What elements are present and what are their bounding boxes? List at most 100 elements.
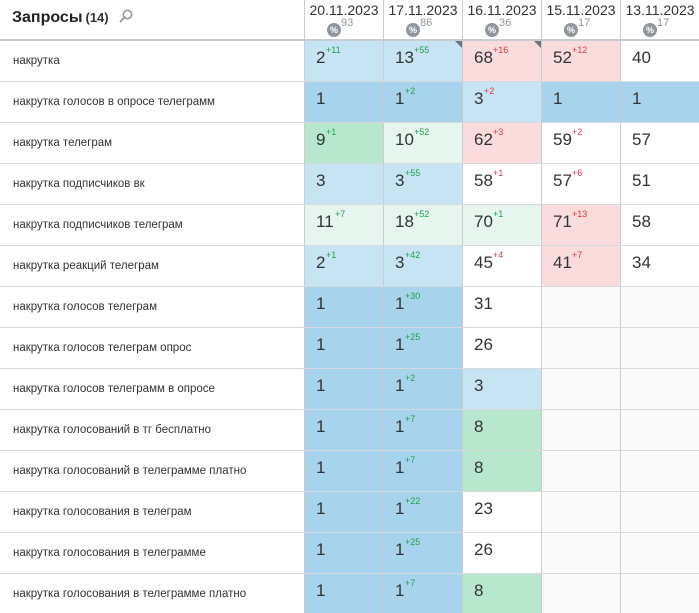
position-cell[interactable] [620,533,699,573]
position-cell[interactable] [541,287,620,327]
column-header-date[interactable]: 13.11.2023% 17 [620,0,699,39]
query-label[interactable]: накрутка телеграм [0,123,304,163]
position-cell[interactable]: 1 [304,451,383,491]
position-cell[interactable] [541,410,620,450]
position-cell[interactable]: 1 [304,82,383,122]
percent-icon[interactable]: % [564,23,578,37]
position-cell[interactable] [541,451,620,491]
query-label[interactable]: накрутка голосования в телеграмме [0,533,304,573]
position-cell[interactable]: 1 [304,410,383,450]
position-cell[interactable]: 1 [304,369,383,409]
percent-icon[interactable]: % [643,23,657,37]
position-cell[interactable]: 2 +11 [304,41,383,81]
column-header-date[interactable]: 20.11.2023% 93 [304,0,383,39]
query-label[interactable]: накрутка голосов телеграм опрос [0,328,304,368]
position-cell[interactable] [620,328,699,368]
query-label[interactable]: накрутка реакций телеграм [0,246,304,286]
position-cell[interactable]: 3 [462,369,541,409]
position-cell[interactable]: 1 +25 [383,328,462,368]
position-value: 40 [632,48,651,67]
position-cell[interactable] [620,451,699,491]
position-cell[interactable]: 70 +1 [462,205,541,245]
position-cell[interactable]: 1 +7 [383,574,462,613]
query-label[interactable]: накрутка [0,41,304,81]
position-cell[interactable]: 62 +3 [462,123,541,163]
position-cell[interactable]: 26 [462,533,541,573]
position-cell[interactable]: 41 +7 [541,246,620,286]
query-label[interactable]: накрутка голосований в тг бесплатно [0,410,304,450]
position-cell[interactable]: 13 +55 [383,41,462,81]
query-label[interactable]: накрутка подписчиков телеграм [0,205,304,245]
position-cell[interactable]: 31 [462,287,541,327]
position-cell[interactable]: 40 [620,41,699,81]
position-cell[interactable]: 71 +13 [541,205,620,245]
position-cell[interactable] [541,369,620,409]
position-cell[interactable]: 11 +7 [304,205,383,245]
position-cell[interactable]: 1 +2 [383,82,462,122]
position-cell[interactable]: 26 [462,328,541,368]
position-cell[interactable]: 1 +22 [383,492,462,532]
position-cell[interactable]: 1 +7 [383,410,462,450]
position-cell[interactable] [620,574,699,613]
position-cell[interactable]: 59 +2 [541,123,620,163]
position-cell[interactable] [620,369,699,409]
position-cell[interactable]: 52 +12 [541,41,620,81]
query-label[interactable]: накрутка подписчиков вк [0,164,304,204]
position-cell[interactable] [541,533,620,573]
position-cell[interactable]: 2 +1 [304,246,383,286]
column-header-date[interactable]: 16.11.2023% 36 [462,0,541,39]
position-cell[interactable]: 45 +4 [462,246,541,286]
position-cell[interactable]: 23 [462,492,541,532]
position-cell[interactable]: 1 +30 [383,287,462,327]
position-cell[interactable]: 51 [620,164,699,204]
percent-icon[interactable]: % [485,23,499,37]
percent-icon[interactable]: % [406,23,420,37]
position-cell[interactable]: 3 +42 [383,246,462,286]
position-cell[interactable]: 1 +2 [383,369,462,409]
position-cell[interactable]: 8 [462,574,541,613]
table-row: накрутка 2 +11 13 +55 68 +16 52 +12 40 [0,41,699,82]
position-value: 1 [553,89,563,108]
query-label[interactable]: накрутка голосования в телеграм [0,492,304,532]
position-cell[interactable]: 1 [541,82,620,122]
query-label[interactable]: накрутка голосов в опросе телеграмм [0,82,304,122]
position-cell[interactable]: 1 +25 [383,533,462,573]
position-cell[interactable]: 1 [304,328,383,368]
column-header-date[interactable]: 17.11.2023% 86 [383,0,462,39]
position-cell[interactable]: 34 [620,246,699,286]
position-cell[interactable]: 57 [620,123,699,163]
column-header-date[interactable]: 15.11.2023% 17 [541,0,620,39]
position-cell[interactable]: 8 [462,451,541,491]
search-icon[interactable] [119,9,133,23]
position-cell[interactable]: 1 [620,82,699,122]
position-cell[interactable]: 58 +1 [462,164,541,204]
percent-icon[interactable]: % [327,23,341,37]
position-cell[interactable]: 9 +1 [304,123,383,163]
position-cell[interactable]: 57 +6 [541,164,620,204]
query-label[interactable]: накрутка голосований в телеграмме платно [0,451,304,491]
position-cell[interactable]: 10 +52 [383,123,462,163]
query-label[interactable]: накрутка голосов телеграм [0,287,304,327]
position-cell[interactable]: 3 +2 [462,82,541,122]
position-cell[interactable]: 8 [462,410,541,450]
query-label[interactable]: накрутка голосования в телеграмме платно [0,574,304,613]
position-cell[interactable] [541,492,620,532]
position-cell[interactable]: 1 [304,533,383,573]
position-cell[interactable]: 3 +55 [383,164,462,204]
position-cell[interactable] [541,328,620,368]
position-cell[interactable]: 1 [304,574,383,613]
query-label[interactable]: накрутка голосов телеграмм в опросе [0,369,304,409]
position-cell[interactable] [620,492,699,532]
position-cell[interactable]: 3 [304,164,383,204]
position-cell[interactable] [620,410,699,450]
position-cell[interactable]: 1 [304,287,383,327]
position-cell[interactable]: 1 [304,492,383,532]
position-delta: +42 [405,250,421,260]
position-cell[interactable] [541,574,620,613]
position-cell[interactable] [620,287,699,327]
position-cell[interactable]: 18 +52 [383,205,462,245]
position-value: 1 [395,540,405,559]
position-cell[interactable]: 68 +16 [462,41,541,81]
position-cell[interactable]: 1 +7 [383,451,462,491]
position-cell[interactable]: 58 [620,205,699,245]
